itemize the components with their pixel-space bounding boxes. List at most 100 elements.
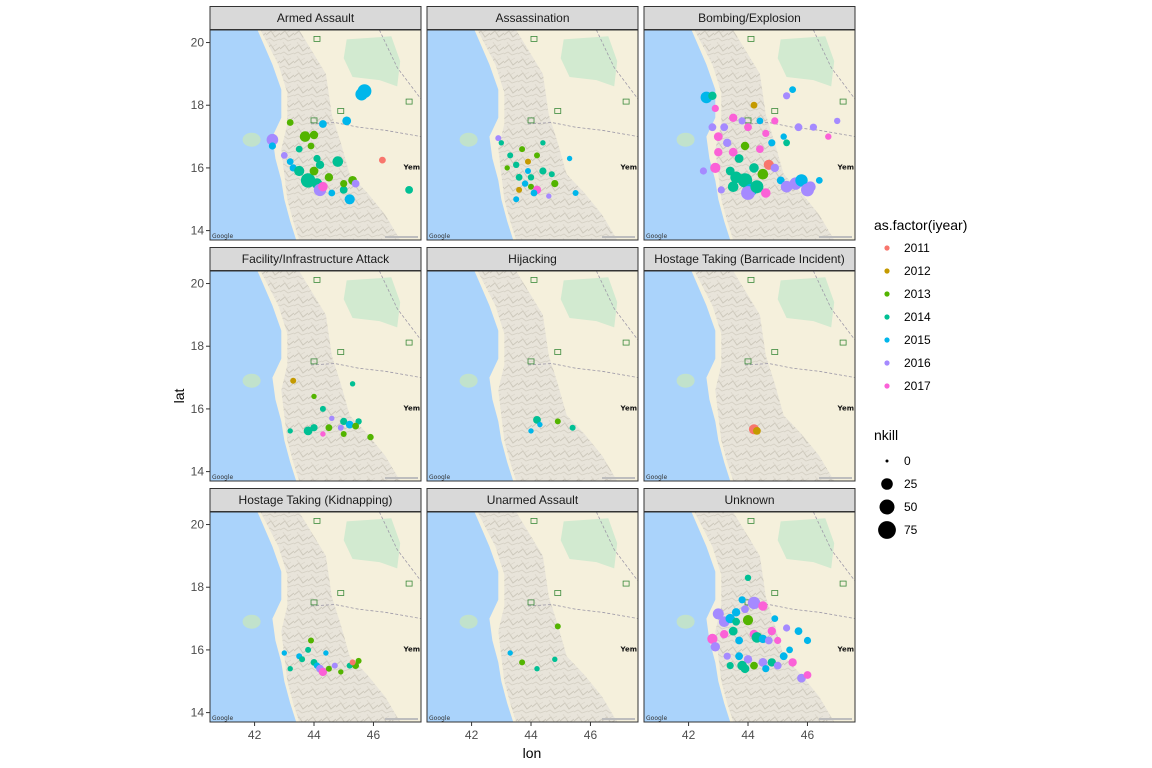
data-point bbox=[783, 139, 790, 147]
data-point bbox=[735, 652, 743, 661]
mountain-terrain bbox=[694, 271, 835, 481]
road-shield-icon bbox=[310, 358, 318, 365]
legend-label-year: 2017 bbox=[904, 379, 931, 393]
border-line bbox=[310, 604, 421, 619]
data-point bbox=[324, 173, 334, 182]
points-layer bbox=[699, 86, 841, 200]
data-point bbox=[313, 154, 321, 163]
data-point bbox=[528, 183, 534, 190]
data-point bbox=[753, 427, 761, 435]
road-shield-icon bbox=[405, 580, 413, 587]
data-point bbox=[740, 141, 750, 151]
road-shield-icon bbox=[622, 339, 630, 346]
legend-key-color bbox=[884, 383, 890, 389]
y-tick-label: 16 bbox=[191, 161, 205, 175]
data-point bbox=[773, 661, 782, 670]
data-point bbox=[498, 140, 504, 146]
border-line bbox=[527, 604, 638, 619]
map-attribution-bar bbox=[819, 477, 852, 479]
data-point bbox=[761, 188, 771, 198]
map-label-yemen: Yem bbox=[403, 645, 420, 653]
mountain-terrain bbox=[477, 271, 618, 481]
data-point bbox=[309, 166, 319, 176]
data-point bbox=[332, 156, 344, 167]
data-point bbox=[825, 133, 832, 140]
data-point bbox=[750, 180, 764, 194]
map-background: Yem Google bbox=[644, 512, 855, 722]
y-tick-label: 14 bbox=[191, 224, 205, 238]
data-point bbox=[776, 176, 785, 185]
data-point bbox=[530, 189, 538, 197]
road-shield-icon bbox=[622, 580, 630, 587]
data-point bbox=[717, 186, 725, 194]
y-tick-label: 18 bbox=[191, 339, 205, 353]
road-shield-icon bbox=[554, 108, 562, 114]
data-point bbox=[554, 418, 561, 425]
protected-area bbox=[560, 518, 618, 569]
data-point bbox=[554, 623, 561, 630]
points-layer bbox=[266, 84, 413, 205]
legend-label-nkill: 50 bbox=[904, 500, 918, 514]
mountain-terrain bbox=[260, 30, 401, 240]
island-area bbox=[676, 373, 695, 388]
points-layer bbox=[281, 637, 362, 677]
data-point bbox=[764, 636, 773, 645]
facet-title: Facility/Infrastructure Attack bbox=[242, 252, 390, 266]
data-point bbox=[758, 601, 768, 611]
panel-border bbox=[209, 29, 422, 241]
map-attribution-bar bbox=[819, 718, 852, 720]
x-tick-label: 46 bbox=[801, 728, 815, 742]
data-point bbox=[774, 636, 782, 645]
facet-title: Hijacking bbox=[508, 252, 557, 266]
road-shield-icon bbox=[771, 349, 779, 355]
legend-key-size bbox=[879, 499, 895, 515]
data-point bbox=[735, 636, 743, 645]
island-area bbox=[676, 614, 695, 629]
legend-label-nkill: 75 bbox=[904, 523, 918, 537]
points-layer bbox=[495, 135, 579, 203]
road-shield-icon bbox=[554, 590, 562, 596]
road-shield-icon bbox=[530, 277, 538, 283]
google-logo: Google bbox=[429, 233, 450, 240]
road-shield-icon bbox=[313, 36, 321, 42]
panel-border bbox=[643, 29, 856, 241]
data-point bbox=[720, 630, 729, 639]
legend-key-size bbox=[881, 478, 893, 490]
road-shield-icon bbox=[747, 518, 755, 524]
data-point bbox=[779, 652, 788, 661]
data-point bbox=[355, 88, 368, 101]
data-point bbox=[405, 186, 413, 194]
protected-area bbox=[343, 36, 401, 87]
map-attribution-bar bbox=[602, 477, 635, 479]
data-point bbox=[783, 92, 791, 100]
data-point bbox=[367, 433, 374, 441]
mountain-terrain bbox=[694, 512, 835, 722]
data-point bbox=[795, 174, 808, 187]
points-layer bbox=[748, 424, 761, 435]
data-point bbox=[786, 646, 793, 654]
data-point bbox=[710, 642, 720, 652]
road-shield-icon bbox=[622, 98, 630, 105]
data-point bbox=[762, 665, 770, 673]
data-point bbox=[268, 142, 276, 150]
border-line bbox=[596, 30, 638, 100]
map-label-yemen: Yem bbox=[620, 163, 637, 171]
data-point bbox=[767, 626, 776, 636]
data-point bbox=[809, 123, 818, 131]
road-shield-icon bbox=[337, 590, 345, 596]
data-point bbox=[323, 650, 329, 656]
data-point bbox=[294, 165, 305, 177]
panel-border bbox=[209, 270, 422, 482]
data-point bbox=[515, 173, 523, 181]
road-shield-icon bbox=[405, 98, 413, 105]
data-point bbox=[728, 147, 738, 157]
data-point bbox=[740, 664, 750, 674]
mountain-terrain bbox=[477, 30, 618, 240]
data-point bbox=[723, 652, 731, 660]
data-point bbox=[747, 596, 761, 610]
road-shield-icon bbox=[313, 518, 321, 524]
data-point bbox=[756, 117, 764, 125]
map-attribution-bar bbox=[385, 718, 418, 720]
road-shield-icon bbox=[747, 36, 755, 42]
data-point bbox=[287, 428, 293, 434]
